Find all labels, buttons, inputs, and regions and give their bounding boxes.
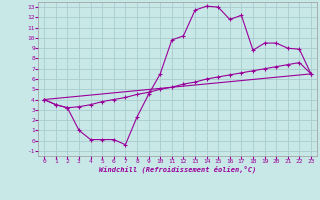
X-axis label: Windchill (Refroidissement éolien,°C): Windchill (Refroidissement éolien,°C) (99, 166, 256, 173)
